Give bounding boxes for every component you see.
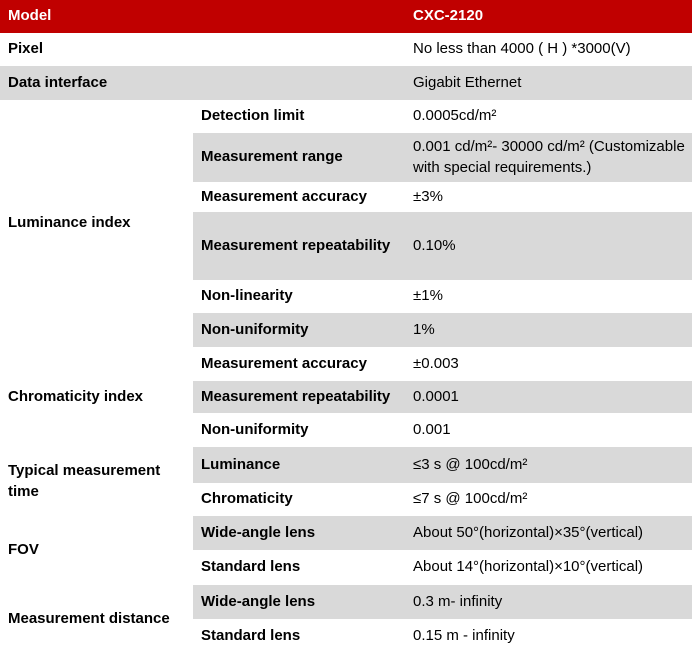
param-value: ±0.003 xyxy=(405,347,692,381)
row-pixel: Pixel No less than 4000 ( H ) *3000(V) xyxy=(0,33,692,66)
table-row: Standard lens 0.15 m - infinity xyxy=(0,619,692,654)
param-value: 0.001 xyxy=(405,413,692,447)
param-label: Standard lens xyxy=(193,550,405,585)
param-value: ≤7 s @ 100cd/m² xyxy=(405,483,692,516)
param-label: Standard lens xyxy=(193,619,405,654)
param-value: About 14°(horizontal)×10°(vertical) xyxy=(405,550,692,585)
param-label: Luminance xyxy=(193,447,405,483)
table-row: Measurement range 0.001 cd/m²- 30000 cd/… xyxy=(0,133,692,182)
group-label-chromaticity-index: Chromaticity index xyxy=(0,347,193,447)
data-interface-value: Gigabit Ethernet xyxy=(405,66,692,100)
group-label-luminance-index: Luminance index xyxy=(0,100,193,347)
table-row: Standard lens About 14°(horizontal)×10°(… xyxy=(0,550,692,585)
param-value: 0.10% xyxy=(405,212,692,280)
table-row: Typical measurement time Luminance ≤3 s … xyxy=(0,447,692,516)
row-data-interface: Data interface Gigabit Ethernet xyxy=(0,66,692,100)
param-value: 0.0005cd/m² xyxy=(405,100,692,133)
param-label: Non-linearity xyxy=(193,280,405,313)
param-value: ≤3 s @ 100cd/m² xyxy=(405,447,692,483)
param-value: ±3% xyxy=(405,182,692,212)
table-row: Chromaticity ≤7 s @ 100cd/m² xyxy=(0,483,692,516)
group-label-measurement-distance: Measurement distance xyxy=(0,585,193,654)
group-label-fov: FOV xyxy=(0,516,193,585)
param-label: Measurement repeatability xyxy=(193,212,405,280)
table-row: Luminance index Detection limit 0.0005cd… xyxy=(0,100,692,347)
header-row: Model CXC-2120 xyxy=(0,0,692,33)
data-interface-label: Data interface xyxy=(0,66,405,100)
pixel-value: No less than 4000 ( H ) *3000(V) xyxy=(405,33,692,66)
param-label: Measurement accuracy xyxy=(193,347,405,381)
table-row: Chromaticity index Measurement accuracy … xyxy=(0,347,692,447)
model-value: CXC-2120 xyxy=(405,0,692,33)
table-row: Non-linearity ±1% xyxy=(0,280,692,313)
pixel-label: Pixel xyxy=(0,33,405,66)
param-label: Measurement repeatability xyxy=(193,381,405,413)
param-label: Measurement accuracy xyxy=(193,182,405,212)
param-value: ±1% xyxy=(405,280,692,313)
table-row: Non-uniformity 1% xyxy=(0,313,692,347)
table-row: Measurement distance Wide-angle lens 0.3… xyxy=(0,585,692,654)
table-row: Non-uniformity 0.001 xyxy=(0,413,692,447)
table-row: Measurement accuracy ±3% xyxy=(0,182,692,212)
param-label: Non-uniformity xyxy=(193,413,405,447)
param-label: Chromaticity xyxy=(193,483,405,516)
table-row: FOV Wide-angle lens About 50°(horizontal… xyxy=(0,516,692,585)
param-label: Non-uniformity xyxy=(193,313,405,347)
param-label: Wide-angle lens xyxy=(193,585,405,619)
param-value: 1% xyxy=(405,313,692,347)
param-label: Detection limit xyxy=(193,100,405,133)
param-value: 0.3 m- infinity xyxy=(405,585,692,619)
param-value: About 50°(horizontal)×35°(vertical) xyxy=(405,516,692,550)
table-row: Measurement repeatability 0.10% xyxy=(0,212,692,280)
table-row: Measurement repeatability 0.0001 xyxy=(0,381,692,413)
param-value: 0.0001 xyxy=(405,381,692,413)
param-label: Measurement range xyxy=(193,133,405,182)
model-label: Model xyxy=(0,0,405,33)
param-value: 0.15 m - infinity xyxy=(405,619,692,654)
param-label: Wide-angle lens xyxy=(193,516,405,550)
group-label-typical-measurement-time: Typical measurement time xyxy=(0,447,193,516)
param-value: 0.001 cd/m²- 30000 cd/m² (Customizable w… xyxy=(405,133,692,182)
